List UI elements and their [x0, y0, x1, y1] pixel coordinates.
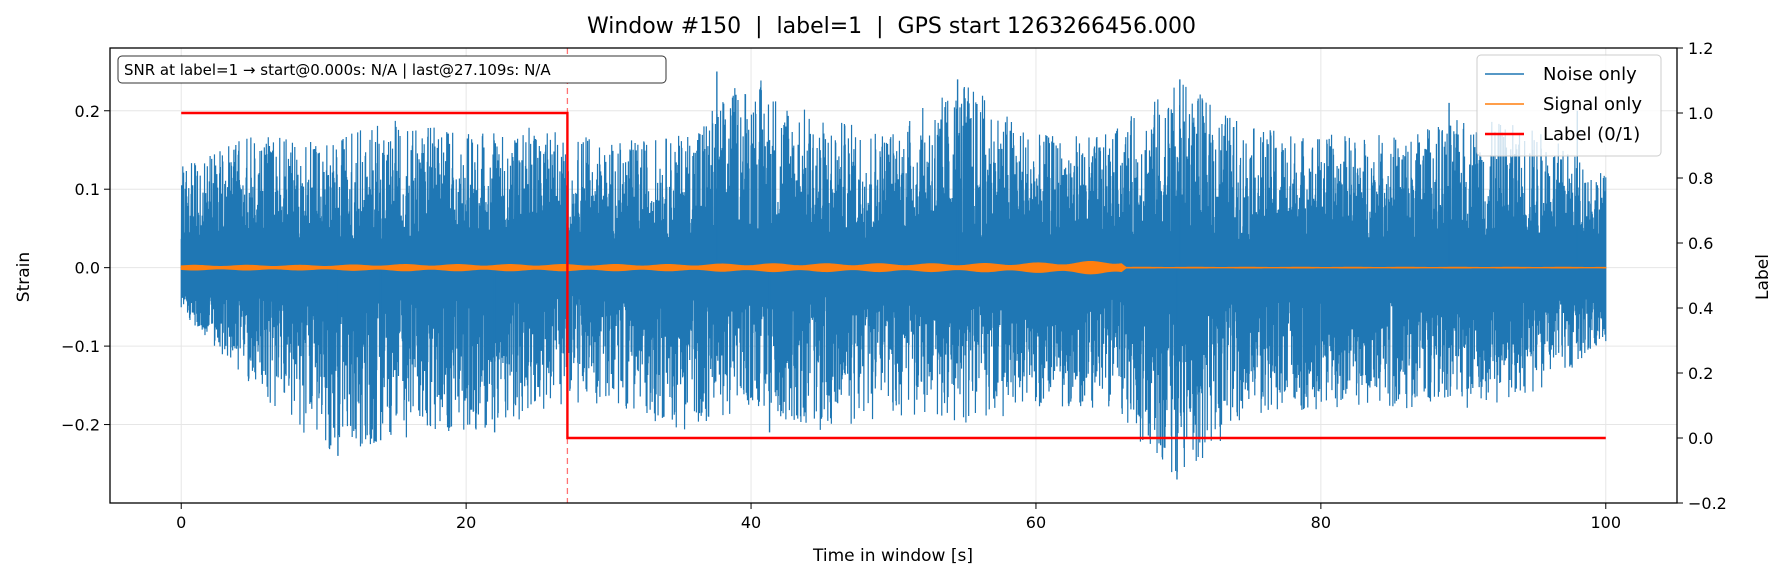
y2-tick-label: 1.2: [1688, 39, 1713, 58]
legend-entries: Noise only Signal only Label (0/1): [1485, 64, 1642, 145]
y2-tick-label: 0.2: [1688, 364, 1713, 383]
legend-label: Noise only: [1543, 64, 1637, 85]
label-step-line: [181, 111, 1606, 440]
x-tick-label: 80: [1311, 513, 1331, 532]
y2-axis-label: Label: [1753, 254, 1773, 300]
y2-tick-label: 0.8: [1688, 169, 1713, 188]
plot-area-frame: [109, 47, 1678, 504]
x-tick-label: 40: [741, 513, 761, 532]
y-axis-right: −0.2 0.0 0.2 0.4 0.6 0.8 1.0 1.2: [1677, 39, 1727, 513]
y2-tick-label: 0.4: [1688, 299, 1713, 318]
label-series: [181, 111, 1606, 440]
annotation-box: [117, 55, 667, 84]
y-tick-label: 0.1: [75, 180, 100, 199]
x-tick-label: 0: [176, 513, 186, 532]
legend-label: Label (0/1): [1543, 124, 1640, 145]
x-tick-label: 20: [456, 513, 476, 532]
legend: Noise only Signal only Label (0/1): [1476, 54, 1662, 157]
y-axis-left: −0.2 −0.1 0.0 0.1 0.2: [61, 102, 110, 435]
y2-tick-label: 0.6: [1688, 234, 1713, 253]
legend-label: Signal only: [1543, 94, 1642, 115]
y2-tick-label: 0.0: [1688, 429, 1713, 448]
legend-box: [1476, 54, 1662, 157]
annotation-text: SNR at label=1 → start@0.000s: N/A | las…: [124, 61, 551, 79]
x-tick-label: 100: [1590, 513, 1621, 532]
y2-tick-label: 1.0: [1688, 104, 1713, 123]
y-tick-label: −0.2: [61, 416, 100, 435]
y-tick-label: −0.1: [61, 337, 100, 356]
signal-trace: [180, 260, 1607, 275]
y-tick-label: 0.0: [75, 259, 100, 278]
x-axis: 0 20 40 60 80 100: [176, 503, 1621, 532]
noise-series: [180, 71, 1607, 480]
y-axis-label: Strain: [14, 252, 34, 302]
chart-title: Window #150 | label=1 | GPS start 126326…: [587, 14, 1196, 39]
signal-series: [180, 260, 1607, 275]
snr-annotation: SNR at label=1 → start@0.000s: N/A | las…: [117, 55, 667, 84]
noise-trace: [180, 80, 1607, 473]
y-tick-label: 0.2: [75, 102, 100, 121]
noise-spikes: [337, 71, 1578, 480]
x-tick-label: 60: [1026, 513, 1046, 532]
x-axis-label: Time in window [s]: [812, 546, 973, 566]
y2-tick-label: −0.2: [1688, 494, 1727, 513]
